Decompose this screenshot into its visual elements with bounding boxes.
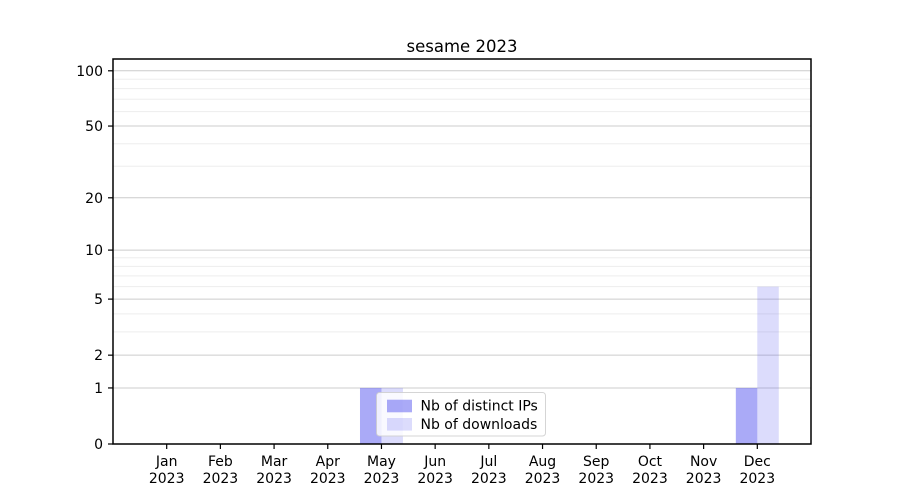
legend: Nb of distinct IPs Nb of downloads — [376, 392, 546, 437]
x-tick-label-month: Feb — [208, 454, 233, 470]
plot-frame — [112, 58, 812, 445]
x-tick-label-year: 2023 — [471, 471, 507, 487]
x-tick-label-month: Apr — [316, 454, 340, 470]
x-tick-label-month: May — [367, 454, 396, 470]
x-tick-label-year: 2023 — [632, 471, 668, 487]
y-tick-label: 5 — [94, 292, 103, 308]
x-tick-label-year: 2023 — [739, 471, 775, 487]
x-tick-label-year: 2023 — [310, 471, 346, 487]
legend-box — [376, 392, 546, 437]
x-tick-label-month: Aug — [529, 454, 556, 470]
x-tick-label-year: 2023 — [149, 471, 185, 487]
y-tick-label: 100 — [76, 64, 103, 80]
y-tick-label: 1 — [94, 381, 103, 397]
x-tick-label-month: Dec — [744, 454, 771, 470]
x-tick-label-month: Mar — [261, 454, 288, 470]
bar-nb-of-downloads — [757, 286, 779, 444]
legend-label-0: Nb of distinct IPs — [421, 399, 538, 415]
x-tick-label-year: 2023 — [525, 471, 561, 487]
x-tick-label-month: Jul — [479, 454, 497, 470]
x-tick-label-month: Jun — [423, 454, 446, 470]
legend-label-1: Nb of downloads — [421, 417, 538, 433]
y-tick-label: 20 — [85, 191, 103, 207]
y-tick-label: 2 — [94, 348, 103, 364]
x-tick-label-month: Jan — [155, 454, 178, 470]
y-tick-label: 0 — [94, 437, 103, 453]
x-tick-label-year: 2023 — [364, 471, 400, 487]
legend-swatch-1 — [387, 418, 412, 431]
chart-title: sesame 2023 — [407, 37, 518, 56]
x-tick-label-year: 2023 — [686, 471, 722, 487]
bar-nb-of-distinct-ips — [735, 387, 758, 444]
legend-swatch-0 — [387, 399, 412, 413]
y-tick-label: 50 — [85, 119, 103, 135]
x-tick-label-year: 2023 — [256, 471, 292, 487]
x-tick-label-month: Oct — [638, 454, 663, 470]
x-tick-label-year: 2023 — [578, 471, 614, 487]
y-tick-label: 10 — [85, 243, 103, 259]
x-tick-label-year: 2023 — [417, 471, 453, 487]
gridlines-layer — [113, 70, 811, 389]
x-tick-label-month: Sep — [583, 454, 610, 470]
x-tick-label-month: Nov — [690, 454, 717, 470]
x-tick-label-year: 2023 — [203, 471, 239, 487]
axes-layer: 0125102050100Jan2023Feb2023Mar2023Apr202… — [76, 58, 812, 487]
